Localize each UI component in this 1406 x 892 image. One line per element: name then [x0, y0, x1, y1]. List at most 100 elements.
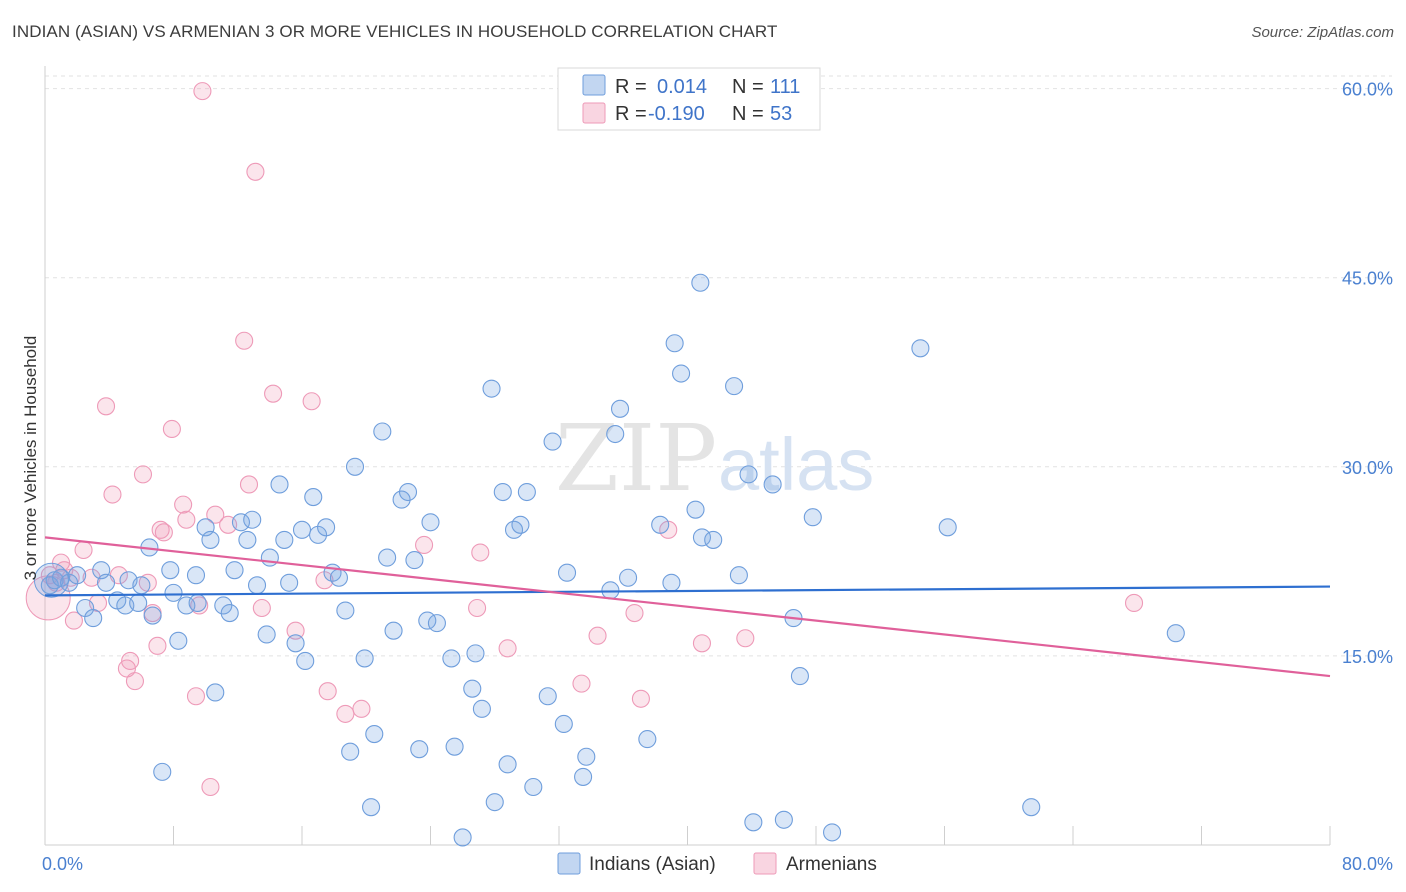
indians-point: [275, 530, 294, 549]
legend-r-value: 0.014: [657, 76, 707, 98]
indians-point: [410, 740, 429, 759]
indians-point: [517, 482, 536, 502]
armenians-point: [631, 689, 650, 708]
armenians-point: [318, 682, 337, 701]
legend-n-value: 111: [770, 76, 800, 98]
indians-point: [329, 568, 348, 587]
armenians-point: [736, 629, 755, 648]
indians-point: [692, 528, 712, 547]
bottom-legend: Indians (Asian) Armenians: [557, 852, 877, 875]
x-tick-label: 80.0%: [1342, 854, 1393, 874]
watermark-zip: ZIP: [555, 405, 717, 512]
armenians-point: [177, 510, 196, 529]
indians-point: [421, 513, 440, 532]
indians-point: [744, 813, 763, 832]
indians-point: [341, 742, 360, 761]
legend-r-value: -0.190: [648, 103, 705, 125]
watermark: ZIP atlas: [555, 405, 874, 512]
armenians-point: [471, 543, 490, 562]
indians-point: [606, 424, 625, 444]
indians-point: [260, 548, 279, 567]
indians-point: [729, 566, 748, 585]
armenians-point: [572, 674, 591, 693]
indians-point: [557, 563, 577, 582]
armenians-point: [193, 82, 212, 101]
indians-point: [911, 339, 930, 358]
indians-point: [554, 714, 573, 734]
indians-point: [214, 596, 233, 615]
tick-labels: 15.0% 30.0% 45.0% 60.0% 0.0% 80.0%: [42, 80, 1393, 874]
armenians-point: [252, 598, 271, 618]
armenians-point: [162, 419, 181, 439]
armenians-point: [64, 611, 83, 630]
legend-box: [557, 67, 821, 131]
armenians-point: [201, 777, 220, 797]
indians-trend-line: [44, 585, 1331, 597]
indians-point: [774, 810, 793, 829]
y-tick-label: 30.0%: [1342, 458, 1393, 478]
indians-point: [538, 687, 557, 706]
armenians-point: [151, 520, 170, 539]
indians-point: [739, 465, 758, 484]
indians-point: [638, 730, 657, 749]
indians-point: [704, 530, 723, 549]
armenians-point: [174, 495, 193, 514]
armenians-trend-line: [44, 536, 1331, 678]
indians-point: [292, 520, 312, 539]
indians-point: [161, 561, 180, 580]
indians-point: [763, 475, 782, 494]
indians-point: [938, 518, 957, 537]
armenians-point: [206, 505, 225, 524]
indians-point: [186, 566, 206, 585]
y-axis-label: 3 or more Vehicles in Household: [21, 336, 40, 581]
indians-point: [243, 510, 262, 529]
indians-point: [445, 737, 464, 756]
armenians-point: [468, 598, 487, 618]
indians-point: [345, 457, 365, 476]
indians-point: [143, 606, 162, 625]
indians-point: [336, 601, 355, 620]
armenians-point: [125, 672, 144, 691]
indians-point: [365, 725, 384, 744]
indians-point: [153, 762, 172, 781]
indians-point: [803, 508, 822, 527]
armenians-point: [96, 397, 116, 416]
chart-title: INDIAN (ASIAN) VS ARMENIAN 3 OR MORE VEH…: [12, 22, 778, 41]
indians-point: [33, 562, 69, 598]
armenians-point: [264, 384, 283, 403]
indians-point: [355, 649, 374, 668]
armenians-point: [352, 699, 371, 718]
armenians-point: [246, 162, 265, 181]
indians-point: [296, 651, 315, 670]
armenians-point: [336, 704, 355, 723]
indians-point: [405, 551, 424, 570]
bottom-legend-swatch-indians: [557, 852, 581, 875]
indians-point: [257, 625, 276, 644]
indians-point: [498, 755, 517, 774]
armenians-point: [235, 331, 254, 350]
indians-point: [823, 823, 842, 842]
indians-point: [206, 683, 225, 702]
indians-point: [1166, 624, 1185, 643]
indians-point: [378, 548, 397, 567]
indians-point: [493, 482, 512, 502]
indians-point: [482, 379, 501, 398]
indians-point: [164, 583, 183, 602]
y-tick-label: 45.0%: [1342, 269, 1393, 289]
indians-point: [398, 482, 418, 502]
indians-point: [317, 518, 336, 537]
armenians-point: [40, 566, 59, 585]
armenians-point: [239, 475, 259, 494]
indians-point: [280, 573, 299, 592]
indians-point: [84, 609, 103, 628]
armenians-point: [588, 626, 607, 645]
indians-points: [33, 273, 1185, 847]
indians-point: [524, 777, 543, 797]
bottom-legend-label-indians: Indians (Asian): [589, 854, 716, 875]
indians-point: [220, 603, 239, 623]
armenians-point: [1124, 593, 1144, 613]
indians-point: [577, 747, 596, 766]
indians-point: [96, 573, 116, 592]
legend-n-value: 53: [770, 103, 792, 125]
